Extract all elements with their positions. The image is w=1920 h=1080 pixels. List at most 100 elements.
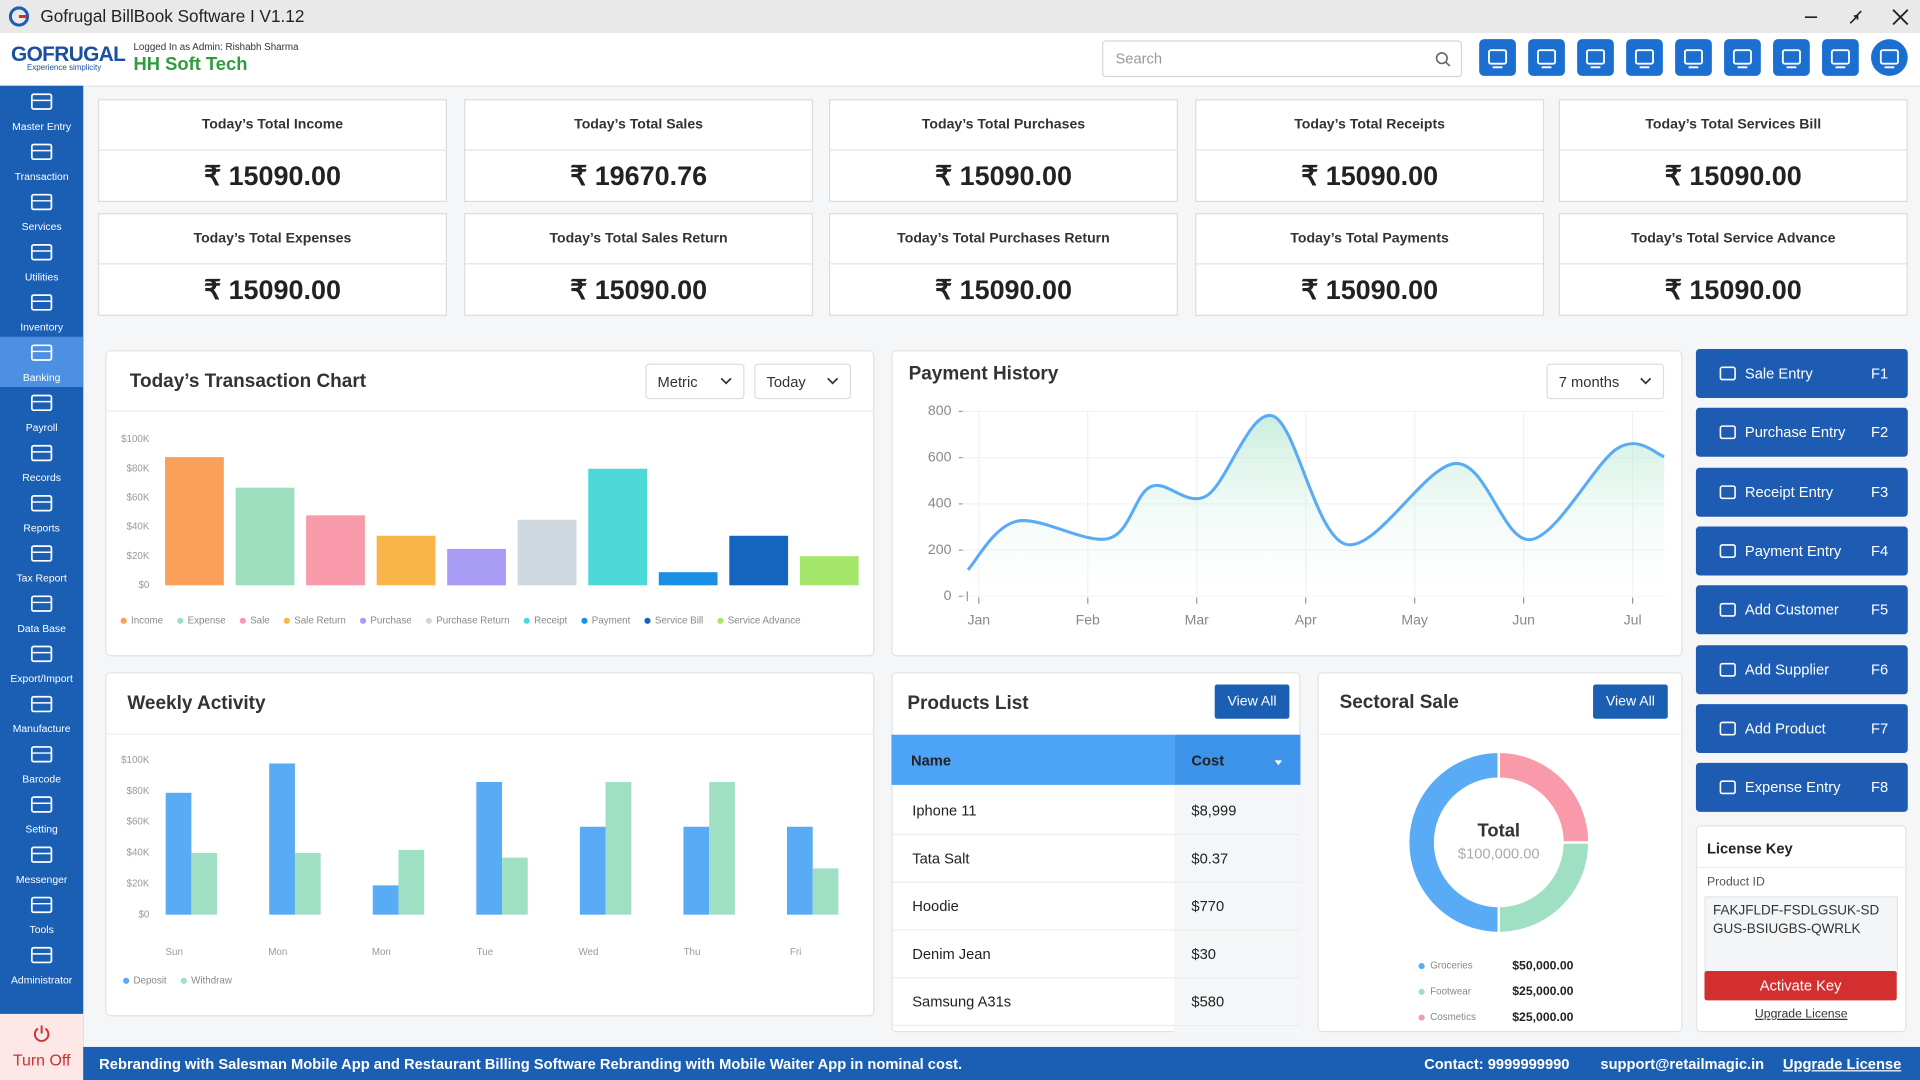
sidebar-icon [30,796,53,813]
icon [1719,425,1736,440]
stat-card: Today’s Total Service Advance ₹ 15090.00 [1558,213,1908,316]
table-cell: $580 [1191,993,1225,1011]
view-all-button[interactable]: View All [1593,684,1668,719]
quick-action-label: Expense Entry [1744,778,1841,797]
header-icon-button[interactable] [1871,39,1908,76]
stat-value: ₹ 15090.00 [934,274,1072,305]
header-icon-button[interactable] [1822,39,1859,76]
sidebar-item[interactable]: Tools [0,889,83,939]
stat-card: Today’s Total Income ₹ 15090.00 [97,99,447,203]
quick-action-label: Purchase Entry [1744,424,1846,442]
quick-action-button[interactable]: Add Customer F5 [1695,585,1908,635]
sidebar-label: Transaction [14,170,69,183]
sidebar-label: Payroll [25,421,58,434]
turn-off[interactable]: Turn Off [0,1013,84,1080]
stat-card: Today’s Total Purchases Return ₹ 15090.00 [828,213,1178,316]
stat-value: ₹ 15090.00 [1664,274,1802,305]
sidebar-label: Tools [29,923,54,936]
footer-upgrade[interactable]: Upgrade License [1782,1055,1902,1073]
search-icon [1435,52,1451,67]
stat-value: ₹ 15090.00 [570,274,708,305]
sidebar-item[interactable]: Barcode [0,738,83,788]
sidebar-item[interactable]: Messenger [0,839,83,889]
sidebar-icon [30,545,53,562]
sidebar-item[interactable]: Transaction [0,136,83,186]
icon [1719,780,1736,795]
quick-action-button[interactable]: Add Supplier F6 [1695,644,1908,694]
view-all-button[interactable]: View All [1214,684,1290,719]
search-box[interactable]: Search [1102,40,1463,78]
activate-button[interactable]: Activate Key [1704,971,1897,1001]
divider [106,733,874,735]
header-icon-button[interactable] [1479,39,1516,76]
icon [1732,49,1752,69]
sidebar-item[interactable]: Inventory [0,287,83,337]
row-divider [891,929,1301,931]
quick-action-label: Add Customer [1744,601,1839,619]
quick-action-label: Add Supplier [1744,660,1830,678]
header-icon-button[interactable] [1577,39,1614,76]
sidebar: Master Entry Transaction Services Utilities… [0,85,84,1080]
table-cell: Samsung A31s [912,993,1012,1011]
stat-label: Today’s Total Income [99,100,446,151]
sidebar-item[interactable]: Tax Report [0,538,83,588]
table-cell: Tata Salt [912,849,970,867]
sidebar-item[interactable]: Payroll [0,387,83,437]
divider [1697,866,1906,869]
quick-action-button[interactable]: Add Product F7 [1695,703,1908,753]
stat-value: ₹ 15090.00 [203,160,341,192]
sidebar-item[interactable]: Utilities [0,236,83,286]
sidebar-item[interactable]: Records [0,437,83,487]
upgrade-link[interactable]: Upgrade License [1754,1007,1848,1022]
quick-action-label: Add Product [1744,719,1826,737]
stat-card: Today’s Total Services Bill ₹ 15090.00 [1558,99,1908,203]
stat-card: Today’s Total Sales Return ₹ 15090.00 [464,213,814,316]
sidebar-item[interactable]: Master Entry [0,86,83,136]
company-name: HH Soft Tech [133,53,248,75]
sidebar-item[interactable]: Administrator [0,939,83,989]
sidebar-label: Data Base [17,622,66,635]
sidebar-icon [30,946,53,964]
header-icon-button[interactable] [1773,39,1810,76]
sidebar-item[interactable]: Services [0,186,83,236]
dropdown[interactable]: 7 months [1546,363,1665,400]
header-icon-button[interactable] [1626,39,1663,76]
divider [1318,733,1682,735]
dropdown[interactable]: Today [754,363,852,400]
header-icon-button[interactable] [1528,39,1565,76]
quick-action-label: Payment Entry [1744,542,1842,560]
stat-value: ₹ 15090.00 [1301,160,1439,192]
stat-value: ₹ 15090.00 [1664,160,1802,192]
sidebar-item[interactable]: Data Base [0,588,83,638]
window-title: Gofrugal BillBook Software I V1.12 [40,6,305,26]
panel-title: Products List [907,693,1029,714]
quick-action-key: F8 [1871,778,1889,797]
dropdown[interactable]: Metric [645,363,745,400]
stat-value: ₹ 15090.00 [203,274,341,305]
sidebar-item[interactable]: Reports [0,487,83,537]
sidebar-item[interactable]: Setting [0,789,83,839]
quick-action-button[interactable]: Receipt Entry F3 [1695,467,1908,517]
sidebar-item[interactable]: Manufacture [0,688,83,738]
sidebar-icon [30,143,53,161]
header-icon-button[interactable] [1675,39,1712,76]
column-header: Cost [1191,751,1225,769]
quick-action-key: F7 [1871,719,1889,737]
header-icon-button[interactable] [1724,39,1761,76]
license-title: License Key [1706,840,1793,858]
table-cell: $30 [1191,945,1216,963]
stat-card: Today’s Total Receipts ₹ 15090.00 [1195,99,1545,203]
sidebar-icon [30,846,53,863]
quick-action-button[interactable]: Payment Entry F4 [1695,526,1908,576]
quick-action-button[interactable]: Purchase Entry F2 [1695,408,1908,458]
sidebar-item[interactable]: Banking [0,336,84,387]
sectoral-panel: Sectoral Sale View All [1317,672,1683,1033]
stat-label: Today’s Total Purchases [830,100,1177,151]
quick-action-button[interactable]: Expense Entry F8 [1695,762,1908,812]
sidebar-item[interactable]: Export/Import [0,638,83,688]
window-controls[interactable] [1800,5,1916,29]
quick-action-button[interactable]: Sale Entry F1 [1695,348,1908,398]
sidebar-icon [30,193,53,211]
